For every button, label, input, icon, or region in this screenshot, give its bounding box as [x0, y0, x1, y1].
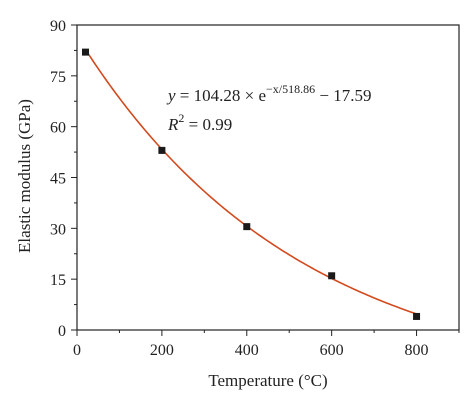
y-tick-label: 15 [50, 272, 66, 289]
y-tick-label: 30 [50, 221, 66, 238]
fit-curve-layer [84, 49, 417, 315]
data-point [413, 312, 421, 320]
x-tick-label: 600 [320, 342, 344, 359]
y-axis-title: Elastic modulus (GPa) [15, 99, 34, 253]
data-point [158, 146, 166, 154]
x-tick-label: 0 [73, 342, 81, 359]
plot-frame [76, 24, 460, 331]
equation-exponent: −x/518.86 [266, 82, 315, 96]
data-points [81, 48, 421, 320]
r-squared-exponent: 2 [178, 111, 184, 125]
equation-main: = 104.28 × e [176, 86, 266, 105]
r-squared: R2 = 0.99 [167, 111, 232, 134]
y-tick-label: 75 [50, 69, 66, 86]
y-tick-label: 60 [50, 120, 66, 137]
r-squared-symbol: R [167, 115, 179, 134]
data-point [328, 272, 336, 280]
x-tick-label: 200 [150, 342, 174, 359]
x-tick-label: 800 [405, 342, 429, 359]
equation-y: y [166, 86, 176, 105]
y-tick-label: 45 [50, 171, 66, 188]
y-tick-label: 0 [58, 323, 66, 340]
x-axis-title: Temperature (°C) [208, 371, 327, 390]
equation: y = 104.28 × e−x/518.86 − 17.59 [166, 82, 371, 105]
axes: 0 200 400 600 800 0 15 30 45 60 75 90 [50, 18, 460, 359]
fit-curve [84, 49, 417, 315]
y-tick-label: 90 [50, 18, 66, 35]
x-tick-label: 400 [235, 342, 259, 359]
equation-tail: − 17.59 [315, 86, 371, 105]
r-squared-value: = 0.99 [184, 115, 232, 134]
data-point [243, 223, 251, 231]
data-point [81, 48, 89, 56]
